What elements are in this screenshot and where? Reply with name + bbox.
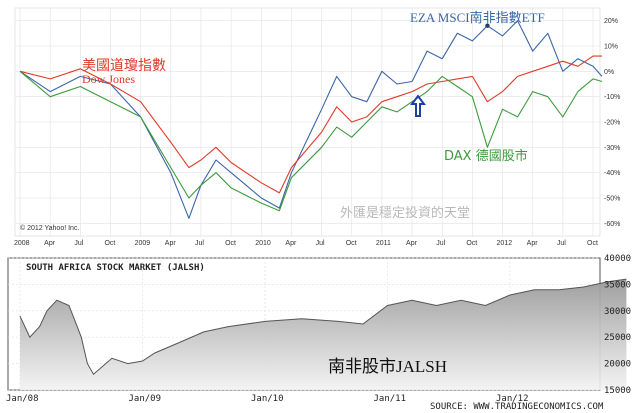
top-x-tick: Oct — [104, 240, 115, 247]
bottom-y-tick: 35000 — [604, 280, 631, 290]
source-text: SOURCE: WWW.TRADINGECONOMICS.COM — [430, 402, 604, 412]
watermark-text: 外匯是穩定投資的天堂 — [340, 205, 470, 221]
series-line-dow — [19, 55, 602, 194]
top-x-tick: Oct — [466, 240, 477, 247]
top-y-tick: -30% — [604, 145, 620, 152]
top-series-layer — [19, 20, 603, 219]
bottom-y-tick: 30000 — [604, 307, 631, 317]
bottom-x-tick: Jan/10 — [251, 394, 284, 404]
bottom-area-layer — [19, 278, 627, 390]
bottom-y-axis: 40000 35000 30000 25000 20000 15000 — [604, 254, 631, 396]
jalsh-line — [19, 278, 627, 375]
top-y-tick: 20% — [604, 18, 618, 25]
jalsh-area-fill — [20, 279, 627, 390]
top-y-tick: -50% — [604, 196, 620, 203]
bottom-x-axis: Jan/08 Jan/09 Jan/10 Jan/11 Jan/12 — [6, 394, 529, 404]
eza-marker-dot — [485, 23, 490, 28]
top-chart: 20% 10% 0% -10% -20% -30% -40% -50% -60% 2008 Apr… — [14, 7, 620, 247]
label-dow-en: Dow Jones — [82, 72, 135, 86]
top-x-tick: Apr — [527, 240, 539, 247]
top-x-tick: Jul — [316, 240, 325, 247]
series-line-eza — [19, 20, 603, 219]
top-x-axis: 2008 Apr Jul Oct 2009 Apr Jul Oct 2010 Apr Jul Oct 2… — [14, 240, 598, 247]
top-x-tick: 2011 — [376, 240, 391, 247]
top-x-tick: Jul — [195, 240, 204, 247]
bottom-y-tick: 25000 — [604, 333, 631, 343]
top-x-tick: 2012 — [497, 240, 513, 247]
jalsh-overlay-label: 南非股市JALSH — [328, 357, 447, 376]
bottom-y-tick: 15000 — [604, 386, 631, 396]
copyright-text: © 2012 Yahoo! Inc. — [20, 224, 79, 232]
top-y-axis: 20% 10% 0% -10% -20% -30% -40% -50% -60% — [604, 18, 620, 228]
up-arrow-icon — [410, 94, 426, 117]
series-line-dax — [19, 70, 603, 212]
top-gridlines — [15, 8, 600, 236]
top-y-tick: 0% — [604, 69, 614, 76]
bottom-chart: SOUTH AFRICA STOCK MARKET (JALSH) 40000 3… — [6, 254, 631, 412]
bottom-x-tick: Jan/09 — [129, 394, 162, 404]
top-x-tick: Jul — [74, 240, 83, 247]
label-dax: DAX 德國股市 — [444, 148, 528, 164]
label-eza: EZA MSCI南非指數ETF — [410, 10, 545, 25]
bottom-y-tick: 40000 — [604, 254, 631, 264]
bottom-x-tick: Jan/12 — [496, 394, 529, 404]
top-x-tick: Jul — [557, 240, 566, 247]
top-y-tick: -20% — [604, 120, 620, 127]
top-y-tick: -10% — [604, 94, 620, 101]
top-y-tick: 10% — [604, 44, 618, 51]
top-x-tick: Oct — [346, 240, 357, 247]
bottom-y-tick: 20000 — [604, 360, 631, 370]
top-x-tick: Oct — [225, 240, 236, 247]
top-x-tick: Apr — [285, 240, 297, 247]
bottom-x-tick: Jan/08 — [6, 394, 39, 404]
label-dow-cn: 美國道瓊指數 — [82, 58, 166, 74]
top-y-tick: -60% — [604, 221, 620, 228]
top-x-tick: Oct — [587, 240, 598, 247]
top-x-tick: 2010 — [255, 240, 271, 247]
top-x-tick: Apr — [406, 240, 418, 247]
top-x-tick: 2009 — [135, 240, 151, 247]
top-x-tick: 2008 — [14, 240, 30, 247]
top-x-tick: Apr — [44, 240, 56, 247]
top-x-tick: Apr — [165, 240, 177, 247]
bottom-title: SOUTH AFRICA STOCK MARKET (JALSH) — [26, 263, 205, 273]
bottom-x-tick: Jan/11 — [374, 394, 407, 404]
top-y-tick: -40% — [604, 170, 620, 177]
top-x-tick: Jul — [436, 240, 445, 247]
